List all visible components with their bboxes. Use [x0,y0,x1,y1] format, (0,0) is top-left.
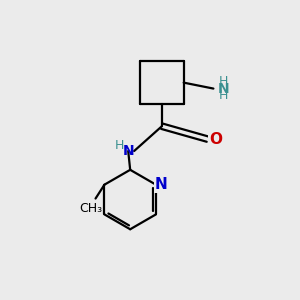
Text: H: H [218,75,228,88]
Text: CH₃: CH₃ [79,202,102,215]
Text: H: H [218,89,228,102]
Text: N: N [218,82,229,96]
Text: O: O [209,132,222,147]
Text: N: N [154,177,167,192]
Text: N: N [122,144,134,158]
Text: H: H [115,139,124,152]
